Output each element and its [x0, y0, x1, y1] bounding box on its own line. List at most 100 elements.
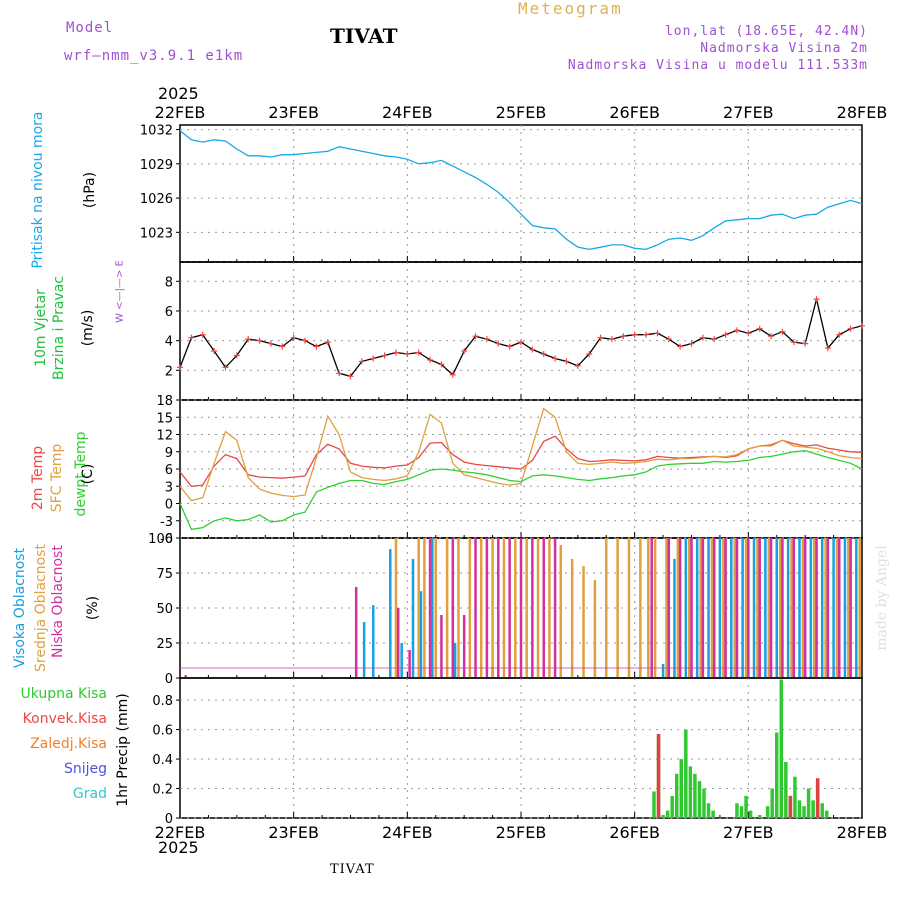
precip_total-bar	[744, 795, 748, 818]
cloud_low-bar	[650, 538, 653, 678]
precip_total-bar	[825, 810, 829, 818]
model-altitude-text: Nadmorska Visina u modelu 111.533m	[567, 58, 868, 73]
precip_total-bar	[739, 806, 744, 818]
bottom-day-label: 25FEB	[496, 823, 547, 842]
precip_total-bar	[670, 795, 674, 818]
clouds-ytick-label: 25	[156, 637, 173, 652]
wind-speed-marker	[836, 331, 843, 338]
wind-speed-marker	[529, 346, 536, 353]
cloud_low-bar	[826, 538, 830, 678]
cloud_mid-bar	[824, 538, 827, 678]
cloud_low-bar	[531, 538, 534, 678]
cloud_mid-bar	[491, 538, 494, 678]
wind-speed-marker	[699, 334, 706, 341]
meteogram-label: Meteogram	[518, 0, 623, 18]
cloud_high-bar	[786, 538, 790, 678]
temperature-ytick-label: 15	[156, 411, 173, 426]
precip_total-bar	[779, 679, 784, 818]
wind-speed-marker	[631, 331, 638, 338]
cloud_mid-bar	[665, 538, 668, 678]
wind-speed-marker	[233, 352, 240, 359]
cloud_high-bar	[684, 538, 688, 678]
precip_total-bar	[775, 732, 779, 818]
cloud_high-bar	[855, 538, 858, 678]
precip_total-bar	[665, 810, 670, 818]
cloud_mid-bar	[593, 580, 597, 678]
cloud_mid-bar	[813, 538, 816, 678]
cloud_mid-bar	[756, 538, 759, 678]
precip_total-bar	[735, 803, 739, 818]
wind-speed-marker	[733, 327, 740, 334]
precip_total-bar	[652, 791, 656, 818]
wind-speed-marker	[313, 343, 320, 350]
cloud_mid-bar	[835, 538, 839, 678]
wind-speed-marker	[427, 356, 434, 363]
top-day-label: 23FEB	[268, 103, 319, 122]
wind-speed-marker	[370, 355, 377, 362]
wind-speed-marker	[574, 362, 581, 369]
wind-speed-marker	[461, 348, 468, 355]
wind-ytick-label: 4	[165, 335, 173, 350]
cloud_high-bar	[707, 538, 710, 678]
model-name: wrf—nmm_v3.9.1 e1km	[64, 48, 244, 64]
precip_total-bar	[793, 776, 797, 818]
bottom-day-label: 28FEB	[837, 823, 888, 842]
cloud_mid-bar	[559, 545, 563, 678]
bottom-day-label: 27FEB	[723, 823, 774, 842]
wind-speed-marker	[438, 361, 445, 368]
wind-speed-marker	[392, 349, 399, 356]
cloud_low-bar	[542, 538, 545, 678]
wind-speed-marker	[643, 331, 650, 338]
precip_total-bar	[661, 815, 665, 818]
cloud_low-bar	[678, 538, 682, 678]
cloud_mid-bar	[722, 538, 725, 678]
top-day-label: 27FEB	[723, 103, 774, 122]
clouds-ytick-label: 50	[156, 602, 173, 617]
cloud_high-bar	[431, 538, 434, 678]
cloud_mid-bar	[479, 538, 483, 678]
cloud_low-bar	[747, 538, 750, 678]
cloud_mid-bar	[801, 538, 805, 678]
cloud_high-bar	[419, 591, 423, 678]
cloud_low-bar	[712, 538, 716, 678]
wind_speed-line	[179, 298, 863, 378]
wind-ytick-label: 6	[165, 305, 173, 320]
wind-speed-marker	[608, 336, 615, 343]
cloud_mid-bar	[417, 538, 420, 678]
precip_total-bar	[797, 800, 802, 818]
cloud_mid-bar	[445, 538, 449, 678]
temperature-ytick-label: 0	[165, 498, 173, 513]
precip_total-bar	[802, 806, 806, 818]
top-day-label: 24FEB	[382, 103, 433, 122]
precip-ytick-label: 0.8	[152, 694, 173, 709]
cloud_mid-bar	[847, 538, 850, 678]
wind-speed-marker	[256, 337, 263, 344]
wind-speed-marker	[518, 339, 524, 346]
cloud_low-bar	[792, 538, 796, 678]
wind-speed-marker	[177, 364, 183, 371]
wind-speed-marker	[506, 343, 513, 350]
top-day-label: 22FEB	[155, 103, 206, 122]
cloud_low-bar	[701, 538, 705, 678]
cloud_low-bar	[849, 538, 852, 678]
pressure-ytick-label: 1032	[140, 124, 173, 139]
wind-speed-marker	[222, 364, 229, 371]
cloud_low-bar	[769, 538, 773, 678]
wind-speed-marker	[711, 336, 718, 343]
legend-total-rain: Ukupna Kisa	[20, 686, 107, 702]
wind-speed-marker	[813, 296, 820, 303]
pressure-ytick-label: 1026	[140, 192, 173, 207]
bottom-day-label: 24FEB	[382, 823, 433, 842]
cloud_low-bar	[735, 538, 739, 678]
precip_total-bar	[765, 806, 770, 818]
cloud_high-bar	[673, 559, 676, 678]
cloud_mid-bar	[699, 538, 702, 678]
wind-speed-marker	[540, 351, 547, 357]
cloud_low-bar	[184, 675, 187, 678]
cloud_low-bar	[553, 538, 557, 678]
precip_total-bar	[693, 773, 697, 818]
cloud_mid-bar	[605, 538, 608, 678]
cloud_mid-bar	[502, 538, 506, 678]
wind-speed-marker	[336, 370, 343, 377]
